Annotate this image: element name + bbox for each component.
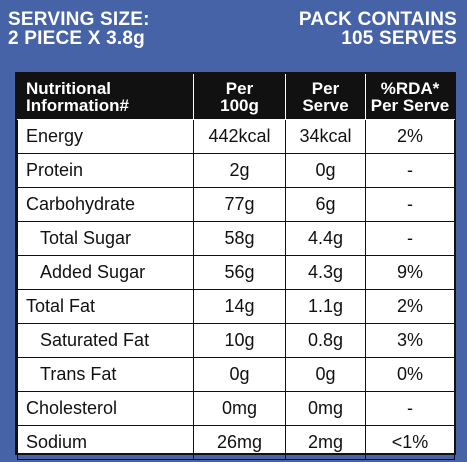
nutrient-name: Saturated Fat	[17, 323, 194, 358]
value-per-serve: 0g	[285, 153, 366, 188]
nutrition-table: Nutritional Information# Per 100g Per Se…	[17, 74, 455, 460]
value-per-serve: 4.3g	[285, 255, 366, 290]
value-rda: 2%	[365, 119, 455, 154]
nutrient-name: Carbohydrate	[17, 187, 194, 222]
pack-contains: PACK CONTAINS 105 SERVES	[299, 10, 457, 48]
value-per-100g: 442kcal	[193, 119, 286, 154]
table-row: Total Sugar 58g 4.4g -	[17, 221, 455, 256]
header-per-100g: Per 100g	[193, 74, 286, 120]
nutrition-table-wrap: Nutritional Information# Per 100g Per Se…	[15, 72, 456, 460]
table-row: Trans Fat 0g 0g 0%	[17, 357, 455, 392]
serving-size-title: SERVING SIZE:	[8, 9, 150, 30]
value-per-serve: 6g	[285, 187, 366, 222]
nutrition-table-body: Energy 442kcal 34kcal 2% Protein 2g 0g -…	[17, 119, 455, 460]
header-text: Nutritional	[26, 79, 111, 98]
value-per-100g: 56g	[193, 255, 286, 290]
table-row: Protein 2g 0g -	[17, 153, 455, 188]
nutrient-name: Total Sugar	[17, 221, 194, 256]
value-per-100g: 77g	[193, 187, 286, 222]
value-per-100g: 26mg	[193, 425, 286, 460]
header-nutritional-information: Nutritional Information#	[17, 74, 194, 120]
value-per-serve: 34kcal	[285, 119, 366, 154]
value-per-serve: 2mg	[285, 425, 366, 460]
pack-contains-title: PACK CONTAINS	[298, 9, 457, 30]
value-per-100g: 0g	[193, 357, 286, 392]
table-row: Sodium 26mg 2mg <1%	[17, 425, 455, 460]
value-per-serve: 0mg	[285, 391, 366, 426]
table-row: Total Fat 14g 1.1g 2%	[17, 289, 455, 324]
pack-contains-value: 105 SERVES	[341, 28, 457, 49]
header-text: Per	[225, 79, 254, 98]
value-rda: -	[365, 221, 455, 256]
header-text: %RDA*	[380, 79, 440, 98]
nutrient-name: Added Sugar	[17, 255, 194, 290]
table-row: Carbohydrate 77g 6g -	[17, 187, 455, 222]
value-per-serve: 4.4g	[285, 221, 366, 256]
header-rda-per-serve: %RDA* Per Serve	[365, 74, 455, 120]
header-text: Per	[311, 79, 340, 98]
value-per-serve: 0.8g	[285, 323, 366, 358]
value-per-100g: 58g	[193, 221, 286, 256]
nutrient-name: Total Fat	[17, 289, 194, 324]
value-per-serve: 1.1g	[285, 289, 366, 324]
header-per-serve: Per Serve	[285, 74, 366, 120]
serving-size: SERVING SIZE: 2 PIECE X 3.8g	[8, 10, 150, 48]
value-rda: 9%	[365, 255, 455, 290]
header-text: 100g	[220, 96, 259, 115]
nutrient-name: Trans Fat	[17, 357, 194, 392]
value-per-100g: 14g	[193, 289, 286, 324]
header-text: Information#	[26, 96, 129, 115]
value-per-100g: 10g	[193, 323, 286, 358]
nutrient-name: Cholesterol	[17, 391, 194, 426]
value-per-100g: 0mg	[193, 391, 286, 426]
table-row: Energy 442kcal 34kcal 2%	[17, 119, 455, 154]
value-rda: <1%	[365, 425, 455, 460]
nutrition-table-head: Nutritional Information# Per 100g Per Se…	[17, 74, 455, 120]
value-rda: 2%	[365, 289, 455, 324]
header-text: Per Serve	[370, 96, 450, 115]
table-row: Saturated Fat 10g 0.8g 3%	[17, 323, 455, 358]
value-per-100g: 2g	[193, 153, 286, 188]
header-text: Serve	[302, 96, 349, 115]
value-rda: 0%	[365, 357, 455, 392]
value-rda: -	[365, 187, 455, 222]
header-row: Nutritional Information# Per 100g Per Se…	[17, 74, 455, 120]
serving-size-value: 2 PIECE X 3.8g	[8, 28, 145, 49]
table-row: Cholesterol 0mg 0mg -	[17, 391, 455, 426]
nutrient-name: Protein	[17, 153, 194, 188]
value-rda: -	[365, 153, 455, 188]
label-header: SERVING SIZE: 2 PIECE X 3.8g PACK CONTAI…	[8, 10, 457, 68]
value-rda: 3%	[365, 323, 455, 358]
nutrient-name: Energy	[17, 119, 194, 154]
value-per-serve: 0g	[285, 357, 366, 392]
table-row: Added Sugar 56g 4.3g 9%	[17, 255, 455, 290]
value-rda: -	[365, 391, 455, 426]
nutrient-name: Sodium	[17, 425, 194, 460]
